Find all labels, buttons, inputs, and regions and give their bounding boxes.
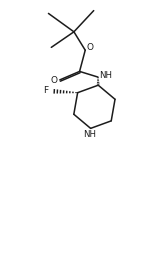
Text: NH: NH — [83, 130, 96, 138]
Text: F: F — [43, 86, 48, 94]
Text: NH: NH — [99, 71, 112, 80]
Text: O: O — [86, 43, 93, 52]
Text: O: O — [51, 76, 58, 85]
